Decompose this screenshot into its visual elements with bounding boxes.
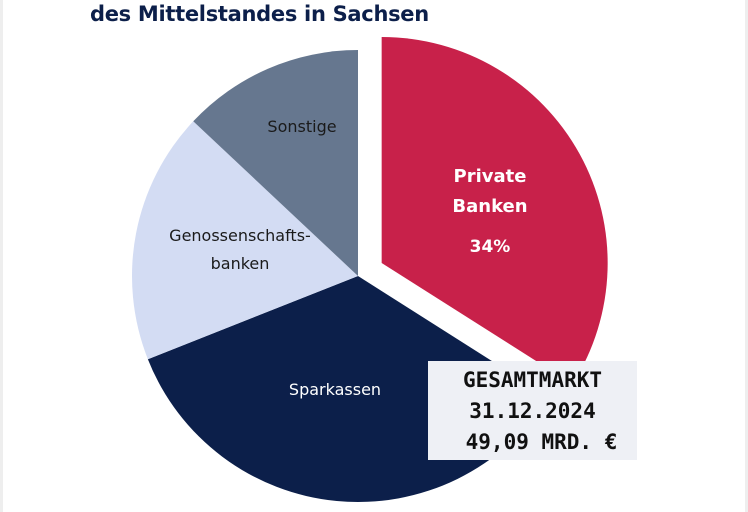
total-market-box: GESAMTMARKT 31.12.2024 49,09 MRD. € [428, 361, 637, 460]
right-border [745, 0, 748, 512]
slice-value-label: 34% [470, 237, 511, 257]
slice-label: Banken [452, 196, 527, 217]
chart-title: des Mittelstandes in Sachsen [90, 2, 429, 26]
annotation-line-1: GESAMTMARKT [462, 368, 603, 392]
annotation-line-3: 49,09 MRD. € [465, 430, 618, 454]
slice-label: banken [211, 254, 270, 273]
pie-slice-genossenschaftsbanken [132, 121, 358, 360]
pie-slice-sonstige [193, 50, 358, 276]
pie-slice-private-banken [381, 36, 608, 385]
slice-label: Sonstige [267, 117, 336, 136]
slice-label: Sparkassen [289, 380, 381, 399]
annotation-line-2: 31.12.2024 [469, 399, 596, 423]
slice-label: Private [454, 166, 527, 187]
slice-label: Genossenschafts- [169, 226, 311, 245]
left-border [0, 0, 3, 512]
